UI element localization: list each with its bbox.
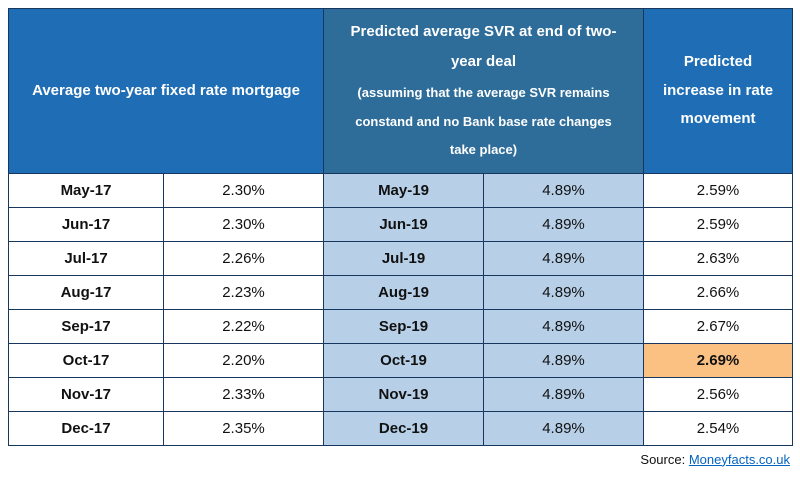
header-row: Average two-year fixed rate mortgage Pre… (8, 8, 793, 174)
svr-rate-cell: 4.89% (483, 308, 644, 344)
fixed-rate-cell: 2.30% (163, 172, 324, 208)
svr-month-cell: Dec-19 (323, 410, 484, 446)
svr-month-cell: Sep-19 (323, 308, 484, 344)
table-row: Oct-17 2.20% Oct-19 4.89% 2.69% (8, 342, 793, 378)
svr-rate-cell: 4.89% (483, 274, 644, 310)
svr-month-cell: Aug-19 (323, 274, 484, 310)
fixed-rate-cell: 2.35% (163, 410, 324, 446)
rates-table: Average two-year fixed rate mortgage Pre… (8, 8, 793, 446)
page: Average two-year fixed rate mortgage Pre… (8, 8, 793, 467)
fixed-rate-cell: 2.26% (163, 240, 324, 276)
table-row: Sep-17 2.22% Sep-19 4.89% 2.67% (8, 308, 793, 344)
increase-cell: 2.59% (643, 172, 793, 208)
source-line: Source: Moneyfacts.co.uk (8, 446, 792, 467)
svr-rate-cell: 4.89% (483, 376, 644, 412)
svr-rate-cell: 4.89% (483, 206, 644, 242)
increase-cell: 2.54% (643, 410, 793, 446)
svr-rate-cell: 4.89% (483, 240, 644, 276)
header-fixed-rate-group: Average two-year fixed rate mortgage (8, 8, 324, 174)
increase-cell: 2.66% (643, 274, 793, 310)
fixed-month-cell: Dec-17 (8, 410, 164, 446)
increase-cell: 2.67% (643, 308, 793, 344)
table-row: Jun-17 2.30% Jun-19 4.89% 2.59% (8, 206, 793, 242)
table-row: Jul-17 2.26% Jul-19 4.89% 2.63% (8, 240, 793, 276)
fixed-month-cell: Aug-17 (8, 274, 164, 310)
fixed-rate-cell: 2.22% (163, 308, 324, 344)
header-svr-subtitle: (assuming that the average SVR remains c… (355, 85, 612, 158)
svr-rate-cell: 4.89% (483, 410, 644, 446)
svr-month-cell: May-19 (323, 172, 484, 208)
svr-rate-cell: 4.89% (483, 172, 644, 208)
fixed-month-cell: Jun-17 (8, 206, 164, 242)
increase-cell-highlighted: 2.69% (643, 342, 793, 378)
table-row: May-17 2.30% May-19 4.89% 2.59% (8, 172, 793, 208)
fixed-month-cell: May-17 (8, 172, 164, 208)
svr-month-cell: Nov-19 (323, 376, 484, 412)
fixed-rate-cell: 2.30% (163, 206, 324, 242)
fixed-month-cell: Oct-17 (8, 342, 164, 378)
svr-rate-cell: 4.89% (483, 342, 644, 378)
header-increase-group: Predicted increase in rate movement (643, 8, 793, 174)
increase-cell: 2.56% (643, 376, 793, 412)
fixed-rate-cell: 2.20% (163, 342, 324, 378)
svr-month-cell: Jul-19 (323, 240, 484, 276)
svr-month-cell: Oct-19 (323, 342, 484, 378)
source-link[interactable]: Moneyfacts.co.uk (688, 451, 790, 467)
header-svr-group: Predicted average SVR at end of two-year… (323, 8, 644, 174)
fixed-rate-cell: 2.23% (163, 274, 324, 310)
svr-month-cell: Jun-19 (323, 206, 484, 242)
header-svr-title: Predicted average SVR at end of two-year… (350, 23, 617, 70)
increase-cell: 2.63% (643, 240, 793, 276)
table-row: Dec-17 2.35% Dec-19 4.89% 2.54% (8, 410, 793, 446)
fixed-month-cell: Sep-17 (8, 308, 164, 344)
table-row: Nov-17 2.33% Nov-19 4.89% 2.56% (8, 376, 793, 412)
table-row: Aug-17 2.23% Aug-19 4.89% 2.66% (8, 274, 793, 310)
increase-cell: 2.59% (643, 206, 793, 242)
fixed-month-cell: Jul-17 (8, 240, 164, 276)
fixed-month-cell: Nov-17 (8, 376, 164, 412)
source-label: Source: (640, 451, 686, 467)
fixed-rate-cell: 2.33% (163, 376, 324, 412)
